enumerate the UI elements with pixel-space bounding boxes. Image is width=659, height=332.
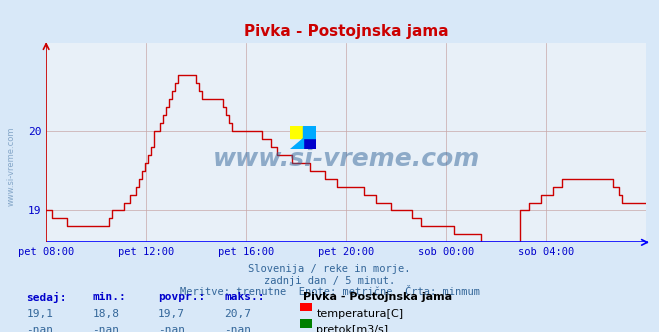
Text: pretok[m3/s]: pretok[m3/s] xyxy=(316,325,388,332)
Text: Meritve: trenutne  Enote: metrične  Črta: minmum: Meritve: trenutne Enote: metrične Črta: … xyxy=(179,287,480,297)
Text: -nan: -nan xyxy=(92,325,119,332)
Bar xyxy=(303,126,316,138)
Text: min.:: min.: xyxy=(92,292,126,302)
Text: povpr.:: povpr.: xyxy=(158,292,206,302)
Text: 20,7: 20,7 xyxy=(224,309,251,319)
Text: -nan: -nan xyxy=(224,325,251,332)
Text: zadnji dan / 5 minut.: zadnji dan / 5 minut. xyxy=(264,276,395,286)
Text: sedaj:: sedaj: xyxy=(26,292,67,303)
Text: Slovenija / reke in morje.: Slovenija / reke in morje. xyxy=(248,264,411,274)
Text: temperatura[C]: temperatura[C] xyxy=(316,309,403,319)
Text: Pivka - Postojnska jama: Pivka - Postojnska jama xyxy=(303,292,452,302)
Text: www.si-vreme.com: www.si-vreme.com xyxy=(7,126,16,206)
Text: www.si-vreme.com: www.si-vreme.com xyxy=(212,147,480,171)
Text: 18,8: 18,8 xyxy=(92,309,119,319)
Polygon shape xyxy=(290,138,303,149)
Bar xyxy=(303,138,316,149)
Text: 19,7: 19,7 xyxy=(158,309,185,319)
Title: Pivka - Postojnska jama: Pivka - Postojnska jama xyxy=(244,24,448,39)
Text: -nan: -nan xyxy=(158,325,185,332)
Bar xyxy=(290,126,303,138)
Text: maks.:: maks.: xyxy=(224,292,264,302)
Text: -nan: -nan xyxy=(26,325,53,332)
Text: 19,1: 19,1 xyxy=(26,309,53,319)
